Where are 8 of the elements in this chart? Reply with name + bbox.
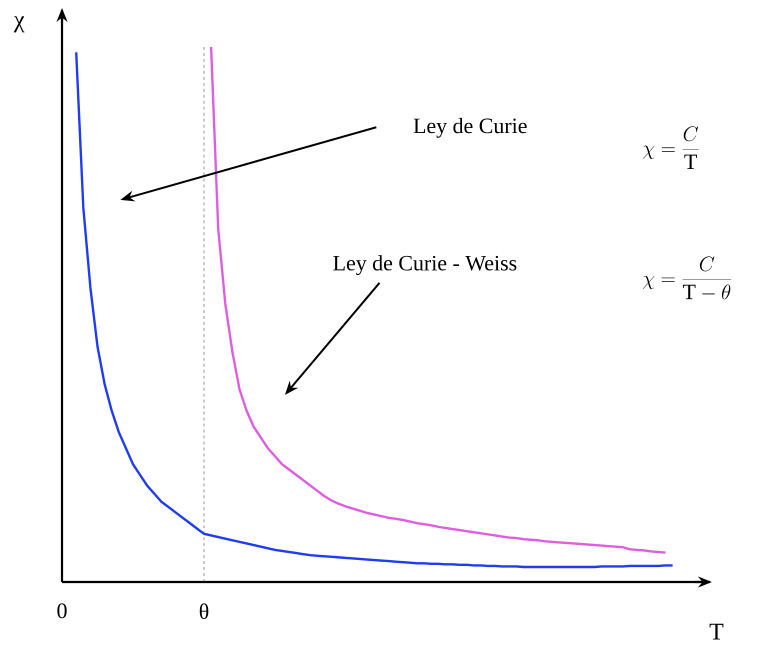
x-tick-label: 0 [57, 603, 67, 618]
annotation: Ley de Curie - Weiss [333, 255, 516, 276]
y-axis-title: χ [14, 16, 24, 32]
annotation: $\chi = \frac{C}{\mathrm{T}}$ [643, 126, 699, 169]
annotation: $\chi = \frac{C}{\mathrm{T} - \theta}$ [642, 256, 732, 300]
x-axis-title: T [710, 624, 724, 640]
x-tick-label: θ [200, 603, 208, 619]
annotation: Ley de Curie [414, 118, 527, 138]
